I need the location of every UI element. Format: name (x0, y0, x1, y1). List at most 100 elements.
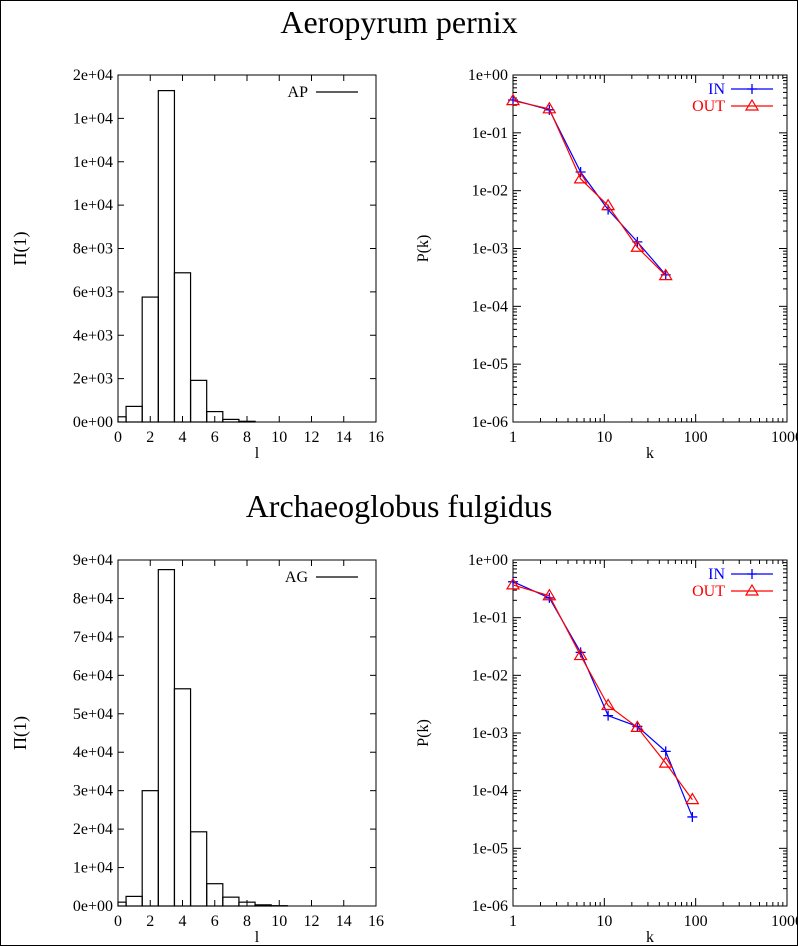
y-tick-label: 2e+03 (73, 371, 113, 388)
x-axis-label: k (646, 929, 654, 946)
section-title-archaeoglobus: Archaeoglobus fulgidus (245, 488, 553, 524)
data-point-out (658, 755, 673, 768)
plot-border (117, 559, 377, 907)
x-tick-label: 10 (596, 913, 612, 930)
histogram-ag: 0e+00 1e+04 2e+04 3e+04 4e+04 5e+04 6e+04 7e+04… (10, 552, 384, 946)
y-tick-label: 9e+04 (73, 552, 113, 569)
data-point-out (630, 240, 645, 252)
y-tick-label: 4e+03 (73, 327, 113, 344)
legend-label-out: OUT (692, 98, 725, 115)
legend-label-in: IN (708, 566, 725, 583)
x-tick-label: 14 (336, 913, 352, 930)
data-point-out (601, 698, 616, 711)
plot-border (512, 559, 788, 907)
y-tick-label: 1e-03 (472, 725, 508, 742)
histogram-bar (157, 569, 176, 907)
histogram-bar (157, 90, 176, 423)
x-tick-label: 8 (243, 913, 251, 930)
y-tick-label: 2e+04 (73, 67, 113, 84)
y-tick-label: 6e+04 (73, 667, 113, 684)
data-point-out (573, 171, 588, 184)
x-tick-label: 100 (684, 429, 708, 446)
y-tick-label: 1e-04 (472, 783, 508, 800)
y-axis-label: Π(1) (10, 716, 31, 750)
x-tick-label: 2 (146, 913, 154, 930)
series-line-out (512, 584, 693, 800)
histogram-bar (238, 901, 256, 907)
x-axis-label: l (255, 929, 260, 946)
x-tick-label: 0 (114, 429, 122, 446)
x-tick-label: 100 (684, 913, 708, 930)
histogram-bar (173, 688, 192, 907)
x-tick-label: 12 (304, 429, 320, 446)
y-tick-label: 1e-02 (472, 183, 508, 200)
legend-marker-out (744, 583, 760, 596)
histogram-bar (189, 831, 208, 907)
y-tick-label: 1e+04 (73, 197, 113, 214)
data-point-out (542, 588, 557, 601)
y-tick-label: 0e+00 (73, 414, 113, 431)
y-tick-label: 8e+03 (73, 241, 113, 258)
y-tick-label: 4e+04 (73, 744, 113, 761)
y-tick-label: 3e+04 (73, 783, 113, 800)
legend-label-in: IN (708, 81, 725, 98)
histogram-bar (206, 883, 224, 907)
data-point-out (630, 720, 645, 733)
x-tick-label: 14 (336, 429, 352, 446)
x-axis-label: k (646, 445, 654, 462)
y-tick-label: 8e+04 (73, 590, 113, 607)
y-tick-label: 1e-01 (472, 610, 508, 627)
y-tick-label: 1e+00 (468, 552, 508, 569)
y-tick-label: 1e-06 (472, 414, 508, 431)
series-line-in (512, 99, 667, 276)
x-tick-label: 6 (211, 429, 219, 446)
x-tick-label: 0 (114, 913, 122, 930)
y-tick-label: 1e+04 (73, 860, 113, 877)
legend-label: AP (288, 84, 309, 101)
y-tick-label: 1e-03 (472, 241, 508, 258)
y-tick-label: 7e+04 (73, 629, 113, 646)
histogram-bar (238, 420, 256, 423)
histogram-bar (222, 896, 240, 907)
histogram-ap: 0e+00 2e+03 4e+03 6e+03 8e+03 1e+04 1e+04 1e+04… (10, 67, 384, 462)
y-tick-label: 6e+03 (73, 284, 113, 301)
y-tick-label: 1e+04 (73, 154, 113, 171)
x-tick-label: 10 (271, 429, 287, 446)
x-tick-label: 16 (368, 913, 384, 930)
x-tick-label: 1000 (771, 429, 798, 446)
data-point-in (687, 811, 698, 822)
degree-plot-ap: 1e-06 1e-05 1e-04 1e-03 1e-02 1e-01 1e+00 1 10 10… (415, 67, 798, 462)
y-tick-label: 1e-02 (472, 667, 508, 684)
histogram-bar (125, 895, 143, 907)
y-tick-label: 0e+00 (73, 898, 113, 915)
y-tick-label: 1e-05 (472, 356, 508, 373)
data-point-out (685, 792, 700, 805)
data-point-out (658, 268, 673, 281)
y-tick-label: 1e-01 (472, 125, 508, 142)
y-tick-label: 1e+00 (468, 67, 508, 84)
histogram-bar (222, 418, 240, 423)
x-tick-label: 1 (509, 913, 517, 930)
histogram-bar (206, 410, 224, 423)
x-tick-label: 10 (596, 429, 612, 446)
data-point-in (544, 592, 555, 603)
legend-marker-out (744, 98, 760, 111)
legend-label-out: OUT (692, 583, 725, 600)
x-tick-label: 1000 (771, 913, 798, 930)
y-axis-label: P(k) (415, 235, 432, 263)
data-point-out (505, 577, 521, 590)
histogram-bar (117, 901, 127, 907)
x-tick-label: 4 (179, 913, 187, 930)
x-tick-label: 8 (243, 429, 251, 446)
legend-label: AG (285, 569, 309, 586)
section-title-aeropyrum: Aeropyrum pernix (280, 4, 518, 40)
series-line-in (512, 581, 693, 818)
x-tick-label: 4 (179, 429, 187, 446)
data-point-in (603, 710, 614, 721)
y-axis-label: P(k) (415, 719, 432, 747)
legend-marker-in (747, 569, 757, 579)
x-tick-label: 6 (211, 913, 219, 930)
y-tick-label: 1e-05 (472, 840, 508, 857)
data-point-out (601, 198, 616, 211)
